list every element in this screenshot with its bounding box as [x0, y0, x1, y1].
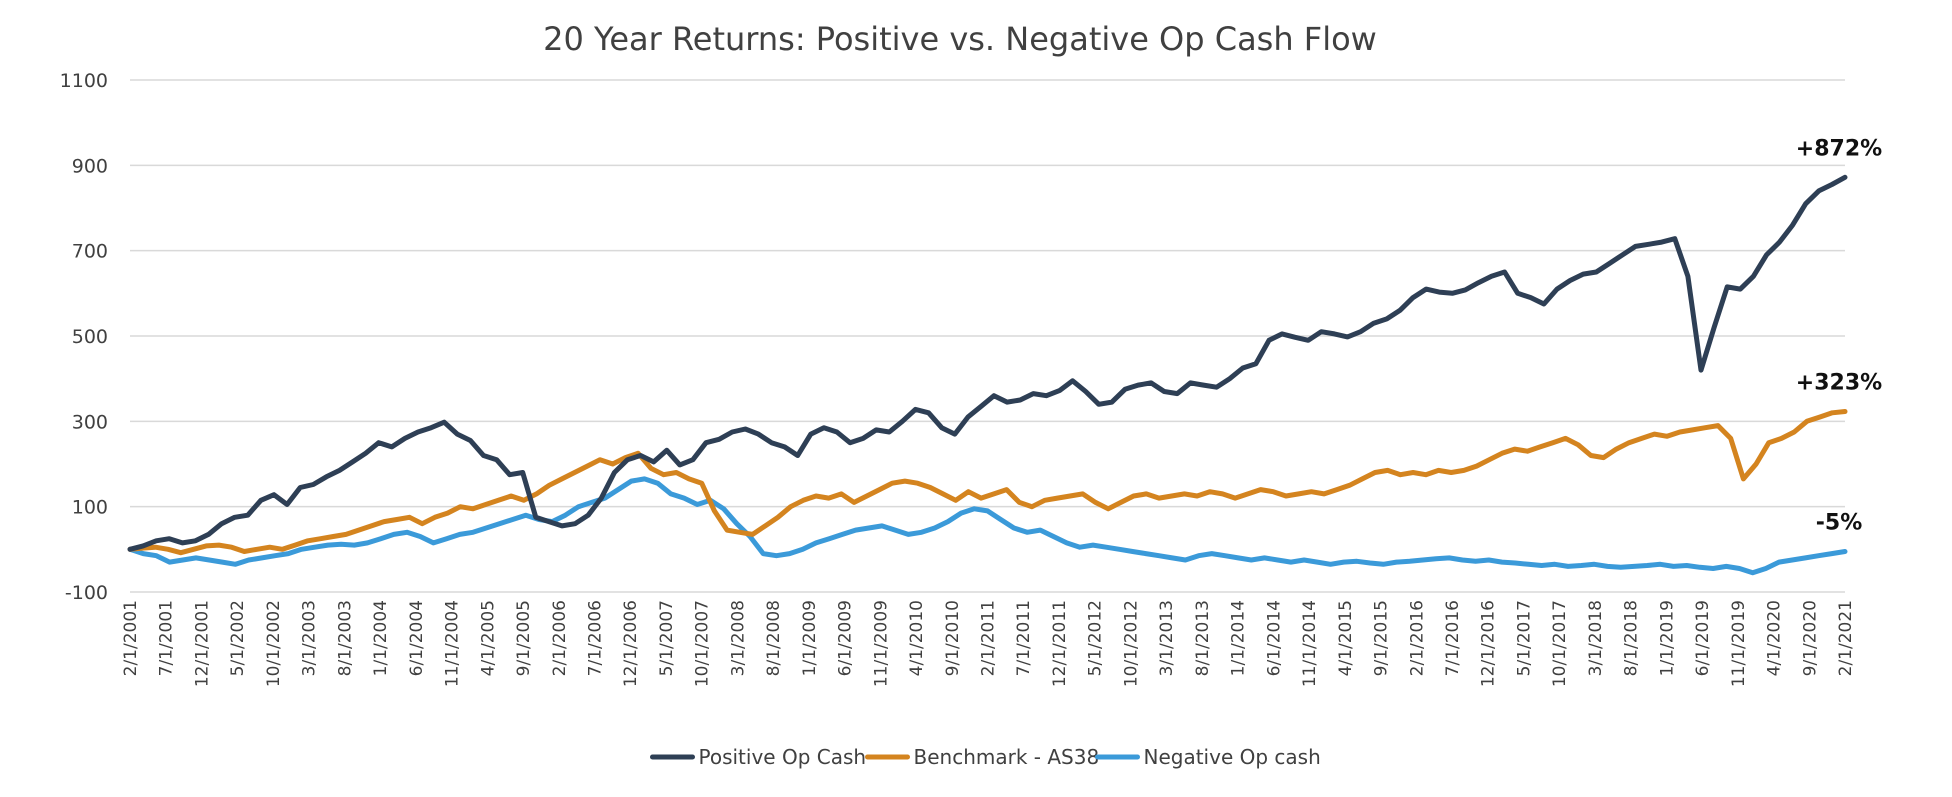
x-tick-label: 10/1/2017	[1550, 600, 1570, 687]
x-tick-label: 10/1/2007	[693, 600, 713, 687]
series-line-positive-op-cash	[127, 174, 1848, 552]
chart-title: 20 Year Returns: Positive vs. Negative O…	[543, 20, 1377, 58]
x-tick-label: 4/1/2005	[478, 600, 498, 676]
x-tick-label: 2/1/2021	[1836, 600, 1856, 676]
y-tick-label: 100	[72, 497, 108, 519]
x-tick-label: 11/1/2019	[1729, 600, 1749, 687]
x-tick-label: 10/1/2002	[264, 600, 284, 687]
x-tick-label: 12/1/2016	[1479, 600, 1499, 687]
legend-label: Benchmark - AS38	[914, 745, 1100, 769]
x-tick-label: 5/1/2017	[1514, 600, 1534, 676]
x-tick-label: 12/1/2011	[1050, 600, 1070, 687]
x-axis: 2/1/2001 7/1/2001 12/1/2001 5/1/2002 10/1/20…	[121, 600, 1856, 687]
x-tick-label: 1/1/2009	[800, 600, 820, 676]
y-axis: 1100 900 700 500 300 100 -100	[60, 70, 108, 604]
x-tick-label: 6/1/2009	[836, 600, 856, 676]
y-tick-label: 1100	[60, 70, 108, 92]
x-tick-label: 11/1/2009	[871, 600, 891, 687]
y-tick-label: 300	[72, 411, 108, 433]
x-tick-label: 4/1/2015	[1336, 600, 1356, 676]
x-tick-label: 9/1/2020	[1800, 600, 1820, 676]
x-tick-label: 8/1/2008	[764, 600, 784, 676]
legend-label: Negative Op cash	[1144, 745, 1321, 769]
x-tick-label: 4/1/2010	[907, 600, 927, 676]
x-tick-label: 8/1/2018	[1622, 600, 1642, 676]
x-tick-label: 12/1/2006	[621, 600, 641, 687]
end-label: -5%	[1816, 510, 1862, 535]
x-tick-label: 7/1/2001	[157, 600, 177, 676]
x-tick-label: 9/1/2015	[1372, 600, 1392, 676]
x-tick-label: 2/1/2011	[979, 600, 999, 676]
x-tick-label: 5/1/2002	[228, 600, 248, 676]
x-tick-label: 7/1/2006	[585, 600, 605, 676]
y-tick-label: -100	[65, 582, 108, 604]
series-line-negative-op-cash	[127, 476, 1848, 576]
x-tick-label: 2/1/2006	[550, 600, 570, 676]
legend-label: Positive Op Cash	[699, 745, 867, 769]
x-tick-label: 6/1/2014	[1264, 600, 1284, 676]
y-tick-label: 500	[72, 326, 108, 348]
x-tick-label: 8/1/2003	[335, 600, 355, 676]
x-tick-label: 9/1/2010	[943, 600, 963, 676]
x-tick-label: 9/1/2005	[514, 600, 534, 676]
x-tick-label: 6/1/2019	[1693, 600, 1713, 676]
x-tick-label: 3/1/2008	[728, 600, 748, 676]
x-tick-label: 3/1/2013	[1157, 600, 1177, 676]
series-line-benchmark-as38	[127, 409, 1848, 556]
x-tick-label: 8/1/2013	[1193, 600, 1213, 676]
end-label: +872%	[1796, 136, 1882, 161]
series-lines	[127, 174, 1848, 576]
x-tick-label: 5/1/2007	[657, 600, 677, 676]
end-labels: +872% +323% -5%	[1796, 136, 1882, 535]
y-tick-label: 700	[72, 241, 108, 263]
x-tick-label: 1/1/2019	[1657, 600, 1677, 676]
legend: Positive Op Cash Benchmark - AS38 Negative…	[650, 745, 1321, 769]
x-tick-label: 2/1/2001	[121, 600, 141, 676]
x-tick-label: 1/1/2014	[1229, 600, 1249, 676]
x-tick-label: 7/1/2011	[1014, 600, 1034, 676]
end-label: +323%	[1796, 371, 1882, 396]
gridlines	[130, 79, 1845, 593]
x-tick-label: 3/1/2018	[1586, 600, 1606, 676]
y-tick-label: 900	[72, 155, 108, 177]
x-tick-label: 4/1/2020	[1765, 600, 1785, 676]
x-tick-label: 5/1/2012	[1086, 600, 1106, 676]
x-tick-label: 6/1/2004	[407, 600, 427, 676]
x-tick-label: 10/1/2012	[1121, 600, 1141, 687]
x-tick-label: 12/1/2001	[192, 600, 212, 687]
x-tick-label: 11/1/2014	[1300, 600, 1320, 687]
x-tick-label: 2/1/2016	[1407, 600, 1427, 676]
x-tick-label: 3/1/2003	[300, 600, 320, 676]
x-tick-label: 1/1/2004	[371, 600, 391, 676]
x-tick-label: 11/1/2004	[443, 600, 463, 687]
x-tick-label: 7/1/2016	[1443, 600, 1463, 676]
